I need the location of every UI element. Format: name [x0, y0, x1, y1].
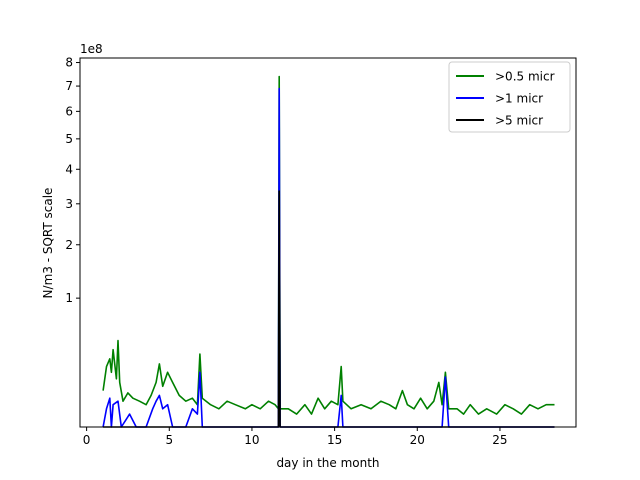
- y-axis-label: N/m3 - SQRT scale: [41, 188, 55, 299]
- series-line-1: [102, 75, 555, 415]
- y-tick-label: 2: [65, 238, 73, 252]
- legend-box: [448, 61, 571, 133]
- plot-frame: [79, 57, 577, 428]
- y-tick-label: 7: [65, 79, 73, 93]
- y-tick-label: 8: [65, 56, 73, 70]
- legend-label: >5 micr: [495, 114, 543, 128]
- y-tick-label: 6: [65, 104, 73, 118]
- y-tick-label: 1: [65, 291, 73, 305]
- x-tick-label: 0: [83, 433, 91, 447]
- legend: >0.5 micr >1 micr >5 micr: [448, 61, 571, 133]
- legend-label: >1 micr: [495, 92, 543, 106]
- x-tick-label: 5: [165, 433, 173, 447]
- y-tick-label: 5: [65, 132, 73, 146]
- y-offset-text: 1e8: [80, 42, 103, 56]
- x-tick-label: 15: [327, 433, 342, 447]
- y-tick-label: 4: [65, 162, 73, 176]
- x-axis-label: day in the month: [276, 456, 379, 470]
- x-axis: 0 5 10 15 20 25: [83, 427, 508, 447]
- x-tick-label: 10: [244, 433, 259, 447]
- x-tick-label: 25: [492, 433, 507, 447]
- y-axis: 1 2 3 4 5 6 7 8: [65, 56, 80, 305]
- y-tick-label: 3: [65, 197, 73, 211]
- legend-label: >0.5 micr: [495, 70, 555, 84]
- x-tick-label: 20: [410, 433, 425, 447]
